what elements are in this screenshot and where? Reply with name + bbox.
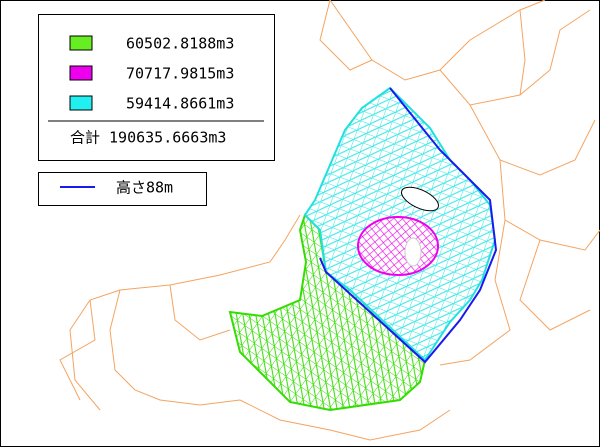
hole xyxy=(400,186,440,212)
legend-label: 60502.8188m3 xyxy=(126,35,234,53)
legend-total: 合計 190635.6663m3 xyxy=(70,129,226,147)
line-legend-label: 高さ88m xyxy=(116,179,173,197)
hole xyxy=(404,237,422,267)
swatch xyxy=(69,95,93,111)
magenta-region xyxy=(357,216,439,276)
line-legend-box xyxy=(38,172,207,206)
height-line xyxy=(319,87,498,364)
traverse-lines xyxy=(59,0,600,441)
swatch xyxy=(69,35,93,51)
legend: 60502.8188m3 70717.9815m3 59414.8661m3 合… xyxy=(38,14,275,161)
line-legend: 高さ88m xyxy=(38,172,207,206)
legend-label: 59414.8661m3 xyxy=(126,95,234,113)
swatch xyxy=(69,65,93,81)
legend-label: 70717.9815m3 xyxy=(126,65,234,83)
